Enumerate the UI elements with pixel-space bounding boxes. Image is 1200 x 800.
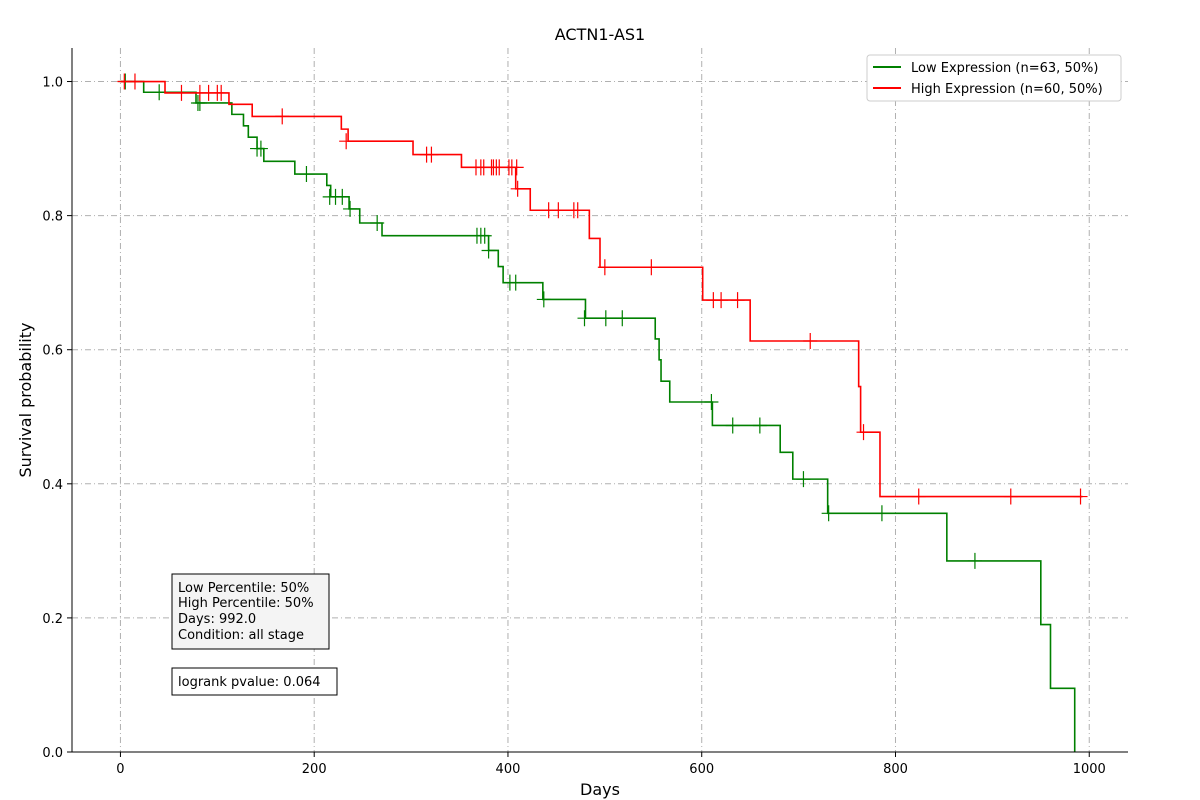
x-tick-label: 1000 — [1073, 762, 1106, 777]
censor-mark — [752, 417, 767, 434]
censor-mark — [577, 310, 592, 327]
legend: Low Expression (n=63, 50%) High Expressi… — [866, 54, 1122, 102]
censor-mark — [714, 292, 729, 309]
x-tick-label: 0 — [116, 762, 124, 777]
series-low — [118, 73, 1076, 752]
series-high — [117, 73, 1088, 505]
x-tick-label: 200 — [302, 762, 327, 777]
censor-mark — [509, 159, 524, 176]
censor-mark — [597, 259, 612, 276]
series-layer — [117, 73, 1088, 752]
censor-mark — [704, 394, 719, 411]
censor-mark — [370, 214, 385, 231]
censor-mark — [253, 140, 268, 157]
info-box: Low Percentile: 50% High Percentile: 50%… — [171, 573, 330, 650]
chart-title: ACTN1-AS1 — [555, 25, 645, 44]
info-box-frame — [171, 573, 330, 650]
censor-mark — [644, 259, 659, 276]
censor-mark — [335, 188, 350, 205]
x-axis-label: Days — [580, 780, 620, 799]
y-axis-label: Survival probability — [16, 323, 35, 478]
info-low-percentile: Low Percentile: 50% — [178, 581, 309, 596]
censor-mark — [615, 310, 630, 327]
info-high-percentile: High Percentile: 50% — [178, 596, 314, 611]
censor-mark — [510, 180, 525, 197]
censor-mark — [570, 202, 585, 219]
censor-mark — [152, 84, 167, 101]
y-tick-label: 0.6 — [42, 344, 63, 359]
y-tick-label: 1.0 — [42, 76, 63, 91]
censor-mark — [856, 424, 871, 441]
tick-labels: 0 200 400 600 800 1000 0.0 0.2 0.4 0.6 0.8 1.0 — [42, 76, 1105, 777]
censor-mark — [730, 292, 745, 309]
x-tick-label: 600 — [689, 762, 714, 777]
censor-mark — [796, 471, 811, 488]
censor-mark — [343, 200, 358, 217]
pvalue-box-frame — [171, 667, 338, 696]
x-tick-label: 400 — [496, 762, 521, 777]
censor-mark — [1073, 488, 1088, 505]
pvalue-box: logrank pvalue: 0.064 — [171, 667, 338, 696]
info-days: Days: 992.0 — [178, 612, 256, 627]
censor-mark — [477, 227, 492, 244]
censor-mark — [1003, 488, 1018, 505]
censor-mark — [508, 274, 523, 291]
survival-curve — [120, 80, 1083, 498]
y-tick-label: 0.4 — [42, 478, 63, 493]
pvalue-text: logrank pvalue: 0.064 — [178, 675, 321, 690]
censor-mark — [551, 202, 566, 219]
censor-mark — [127, 73, 142, 90]
x-tick-label: 800 — [883, 762, 908, 777]
censor-mark — [214, 84, 229, 101]
censor-mark — [299, 166, 314, 183]
censor-mark — [424, 146, 439, 163]
censor-mark — [725, 417, 740, 434]
censor-mark — [821, 505, 836, 522]
censor-mark — [598, 310, 613, 327]
censor-mark — [536, 291, 551, 308]
censor-mark — [481, 242, 496, 259]
survival-curve — [120, 80, 1076, 752]
info-condition: Condition: all stage — [178, 628, 304, 643]
y-tick-label: 0.2 — [42, 612, 63, 627]
legend-box — [866, 54, 1122, 102]
axes — [71, 48, 1128, 753]
censor-mark — [803, 332, 818, 349]
y-tick-label: 0.0 — [42, 746, 63, 761]
legend-high-label: High Expression (n=60, 50%) — [911, 82, 1103, 97]
y-tick-label: 0.8 — [42, 210, 63, 225]
legend-low-label: Low Expression (n=63, 50%) — [911, 61, 1098, 76]
censor-mark — [911, 488, 926, 505]
censor-mark — [874, 505, 889, 522]
censor-mark — [339, 133, 354, 150]
censor-mark — [275, 108, 290, 125]
censor-mark — [967, 552, 982, 569]
censor-mark — [174, 84, 189, 101]
